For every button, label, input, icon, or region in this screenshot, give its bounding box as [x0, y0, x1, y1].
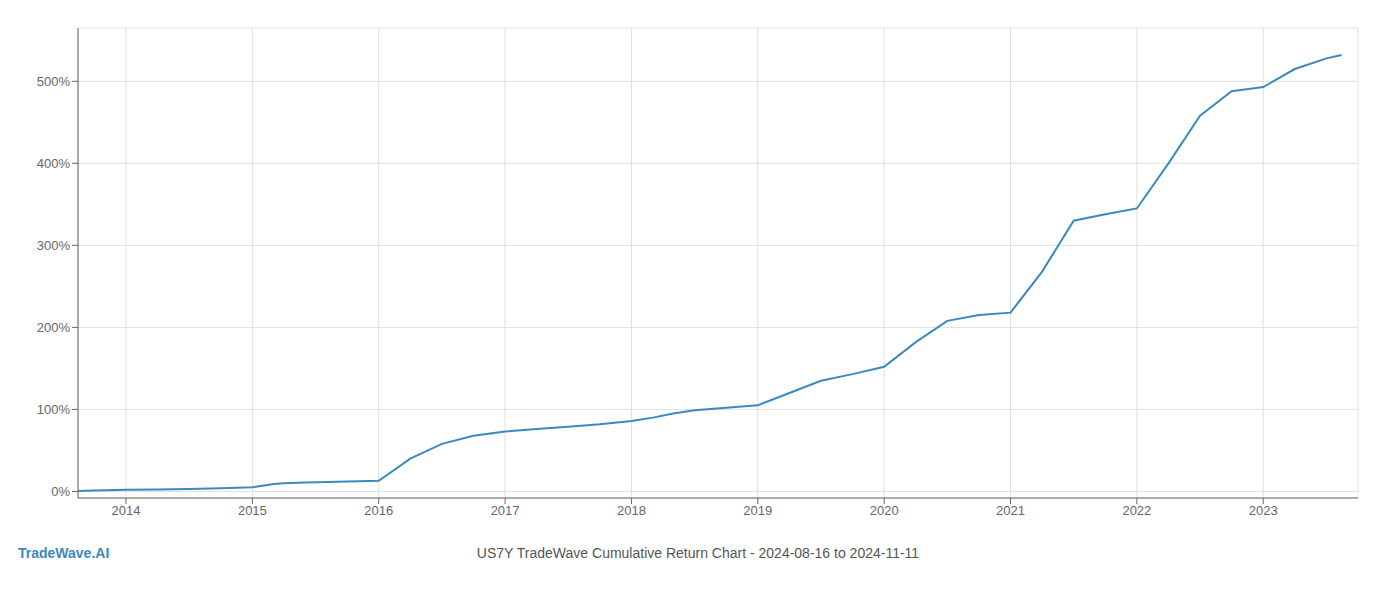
svg-text:0%: 0% — [51, 484, 70, 499]
svg-text:2018: 2018 — [617, 503, 646, 518]
html-text:TradeWave.AI: TradeWave.AI — [18, 545, 110, 561]
svg-text:2021: 2021 — [996, 503, 1025, 518]
svg-text:400%: 400% — [37, 156, 71, 171]
svg-text:200%: 200% — [37, 320, 71, 335]
svg-text:2022: 2022 — [1122, 503, 1151, 518]
svg-text:2020: 2020 — [870, 503, 899, 518]
svg-text:100%: 100% — [37, 402, 71, 417]
svg-text:300%: 300% — [37, 238, 71, 253]
svg-text:2017: 2017 — [491, 503, 520, 518]
svg-text:500%: 500% — [37, 74, 71, 89]
svg-text:2019: 2019 — [743, 503, 772, 518]
svg-text:2016: 2016 — [364, 503, 393, 518]
svg-text:2014: 2014 — [112, 503, 141, 518]
html-text:US7Y TradeWave Cumulative Retu: US7Y TradeWave Cumulative Return Chart -… — [476, 545, 920, 561]
svg-text:2015: 2015 — [238, 503, 267, 518]
svg-text:2023: 2023 — [1249, 503, 1278, 518]
